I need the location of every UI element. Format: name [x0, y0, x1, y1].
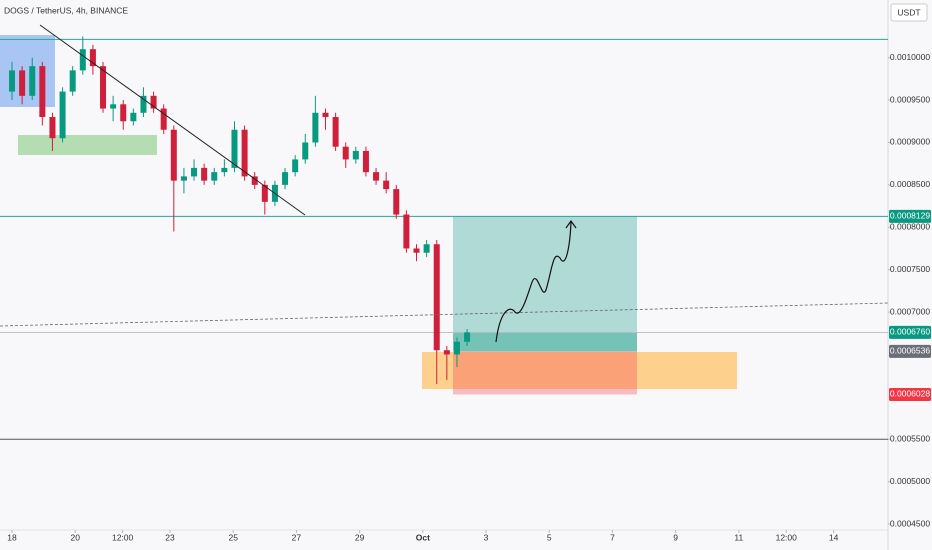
- x-tick-label: 14: [829, 532, 839, 542]
- price-label-box: [889, 387, 931, 401]
- x-tick-label: Oct: [416, 532, 430, 542]
- candle-body: [423, 244, 430, 253]
- blue-zone: [0, 35, 55, 107]
- candle-body: [201, 167, 208, 181]
- price-label-box: [889, 209, 931, 223]
- x-tick-label: 20: [70, 532, 80, 542]
- y-tick-label: 0.0007500: [890, 264, 930, 274]
- candle-body: [221, 167, 228, 173]
- candle-body: [69, 70, 76, 92]
- candle-body: [120, 104, 127, 122]
- candle-body: [373, 172, 380, 181]
- candle-body: [160, 108, 167, 130]
- candle-body: [170, 129, 177, 181]
- target-zone: [453, 216, 637, 352]
- candle-body: [211, 172, 218, 181]
- y-tick-label: 0.0004500: [890, 518, 930, 528]
- candle-body: [100, 66, 107, 109]
- x-tick-label: 29: [355, 532, 365, 542]
- candle-body: [19, 70, 26, 96]
- projection-arrow: [495, 221, 572, 343]
- candle-body: [89, 49, 96, 67]
- candle-body: [59, 91, 66, 139]
- candle-body: [261, 184, 268, 202]
- x-tick-label: 11: [734, 532, 743, 542]
- candle-body: [352, 150, 359, 160]
- currency: USDT: [897, 7, 920, 17]
- candle-body: [180, 176, 187, 181]
- price-label-box: [889, 344, 931, 358]
- candle-body: [383, 180, 390, 190]
- trend-line: [39, 24, 306, 216]
- candle-body: [130, 112, 137, 122]
- drawings: [0, 35, 737, 395]
- candle-body: [322, 112, 329, 118]
- price-label-box: [889, 325, 931, 339]
- candle-body: [29, 66, 36, 96]
- candle-body: [49, 117, 56, 139]
- candle-body: [282, 172, 289, 185]
- x-tick-label: 9: [673, 532, 678, 542]
- filled-zone: [453, 332, 637, 352]
- y-tick-label: 0.0008500: [890, 179, 930, 189]
- green-zone: [18, 135, 157, 155]
- orange-zone: [422, 352, 737, 389]
- x-tick-label: 5: [547, 532, 552, 542]
- candle-body: [433, 244, 440, 351]
- x-tick-label: 3: [484, 532, 489, 542]
- y-tick-label: 0.0009500: [890, 94, 930, 104]
- x-tick-label: 12:00: [776, 532, 798, 542]
- chart-title: DOGS / TetherUS, 4h, BINANCE: [4, 5, 128, 15]
- candle-body: [140, 95, 147, 113]
- candle-body: [79, 49, 86, 71]
- candle-body: [231, 129, 238, 168]
- y-tick-label: 0.0007000: [890, 306, 930, 316]
- y-tick-label: 0.0005500: [890, 434, 930, 444]
- y-tick-label: 0.0005000: [890, 476, 930, 486]
- candle-body: [251, 176, 258, 185]
- x-tick-label: 23: [165, 532, 175, 542]
- candle-body: [413, 248, 420, 253]
- candle-body: [241, 129, 248, 177]
- candle-body: [39, 66, 46, 118]
- price-label: 0.0008129: [890, 211, 930, 221]
- price-label: 0.0006760: [890, 327, 930, 337]
- x-tick-label: 27: [292, 532, 302, 542]
- candle-body: [443, 350, 450, 355]
- stop-zone: [453, 351, 637, 395]
- y-tick-label: 0.0009000: [890, 137, 930, 147]
- candle-body: [464, 332, 471, 342]
- candle-body: [342, 146, 349, 160]
- candle-body: [332, 117, 339, 147]
- currency-box: [890, 3, 928, 22]
- x-tick-label: 7: [610, 532, 615, 542]
- x-tick-label: 18: [7, 532, 17, 542]
- candle-body: [9, 70, 16, 92]
- dotted-trend-line: [0, 302, 889, 327]
- candle-body: [453, 341, 460, 355]
- price-label: 0.0006536: [890, 346, 930, 356]
- y-tick-label: 0.0010000: [890, 52, 930, 62]
- candle-body: [362, 150, 369, 173]
- candle-body: [302, 142, 309, 160]
- price-label: 0.0006028: [890, 389, 930, 399]
- arrow-head: [565, 219, 577, 229]
- candle-body: [393, 189, 400, 215]
- candle-body: [150, 95, 157, 109]
- x-tick-label: 12:00: [112, 532, 134, 542]
- candle-body: [403, 214, 410, 249]
- x-tick-label: 25: [228, 532, 238, 542]
- candle-body: [312, 112, 319, 143]
- y-tick-label: 0.0008000: [890, 222, 930, 232]
- candle-body: [110, 104, 117, 109]
- candle-body: [191, 167, 198, 177]
- candle-body: [292, 159, 299, 173]
